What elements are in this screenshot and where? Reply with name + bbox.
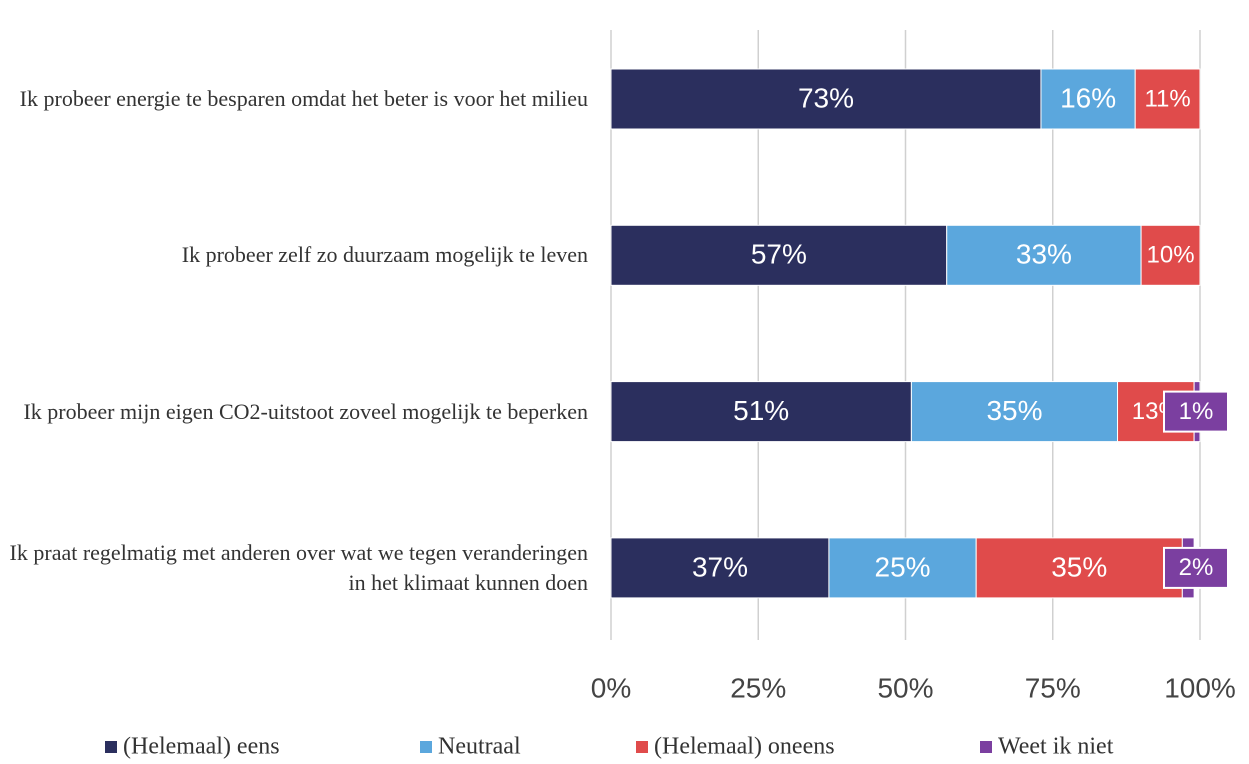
category-label: Ik probeer zelf zo duurzaam mogelijk te … bbox=[181, 242, 588, 268]
value-label: 25% bbox=[875, 551, 931, 582]
value-label: 10% bbox=[1147, 242, 1195, 269]
legend-swatch bbox=[105, 741, 117, 753]
legend-swatch bbox=[980, 741, 992, 753]
value-label: 51% bbox=[733, 395, 789, 426]
legend-label: Neutraal bbox=[438, 734, 521, 760]
bar-segment bbox=[1040, 68, 1136, 130]
category-label: Ik probeer energie te besparen omdat het… bbox=[19, 86, 588, 111]
x-tick-label: 25% bbox=[730, 672, 786, 703]
bar-segment bbox=[610, 537, 830, 599]
bar-segment bbox=[610, 224, 948, 286]
value-label: 33% bbox=[1016, 239, 1072, 270]
category-label: Ik praat regelmatig met anderen over wat… bbox=[9, 539, 588, 595]
value-label: 11% bbox=[1144, 85, 1190, 112]
legend-label: (Helemaal) eens bbox=[123, 734, 280, 760]
value-label: 1% bbox=[1179, 398, 1214, 425]
bar-segment bbox=[610, 381, 912, 443]
legend-swatch bbox=[636, 741, 648, 753]
label-box bbox=[1163, 546, 1229, 589]
legend-swatch bbox=[420, 741, 432, 753]
value-label: 35% bbox=[1051, 551, 1107, 582]
x-tick-label: 75% bbox=[1025, 672, 1081, 703]
value-label: 35% bbox=[986, 395, 1042, 426]
bar-segment bbox=[1134, 68, 1201, 130]
value-label: 73% bbox=[798, 82, 854, 113]
value-label: 37% bbox=[692, 551, 748, 582]
legend-label: (Helemaal) oneens bbox=[654, 734, 835, 760]
bar-segment bbox=[828, 537, 977, 599]
bar-segment bbox=[975, 537, 1183, 599]
category-label: Ik probeer mijn eigen CO2-uitstoot zovee… bbox=[23, 398, 588, 424]
x-tick-label: 50% bbox=[877, 672, 933, 703]
value-label: 2% bbox=[1179, 554, 1214, 581]
label-box bbox=[1163, 390, 1229, 433]
value-label: 16% bbox=[1060, 82, 1116, 113]
bar-segment bbox=[946, 224, 1142, 286]
x-tick-label: 0% bbox=[591, 672, 631, 703]
legend-label: Weet ik niet bbox=[998, 734, 1114, 760]
value-label: 57% bbox=[751, 239, 807, 270]
x-tick-label: 100% bbox=[1164, 672, 1236, 703]
bar-segment bbox=[1140, 224, 1201, 286]
bar-segment bbox=[610, 68, 1042, 130]
